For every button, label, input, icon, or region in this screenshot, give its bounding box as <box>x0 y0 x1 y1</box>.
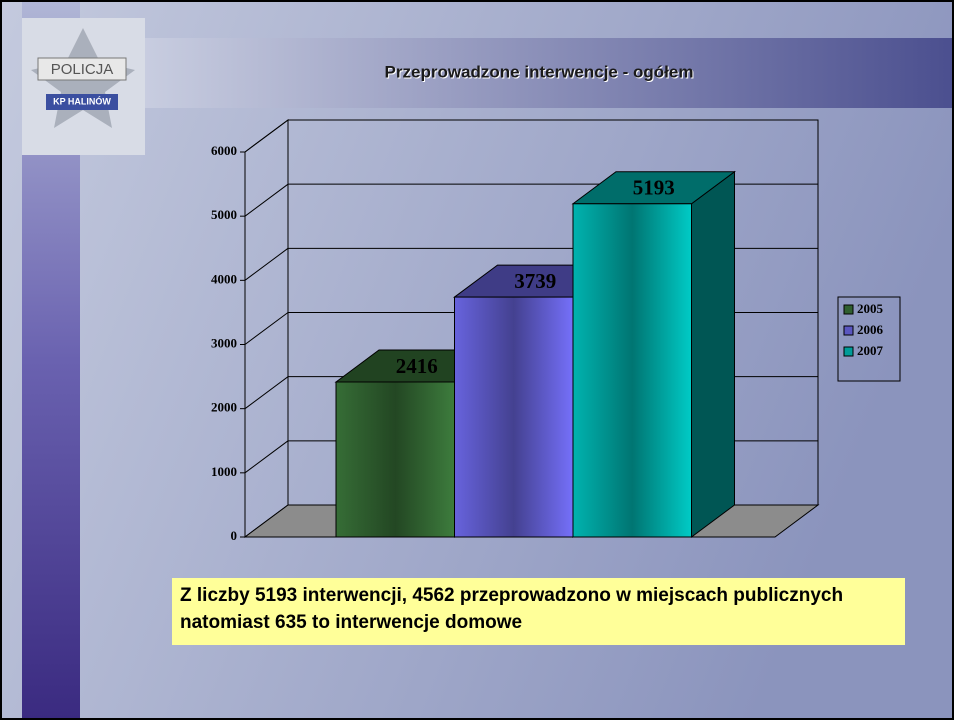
bar-side <box>692 172 735 537</box>
y-tick-label: 2000 <box>211 400 237 415</box>
bar <box>573 204 692 537</box>
data-label: 2416 <box>396 354 438 378</box>
legend-label: 2006 <box>857 322 884 337</box>
data-label: 5193 <box>633 176 675 200</box>
bar <box>455 297 574 537</box>
slide: POLICJA KP HALINÓW Przeprowadzone interw… <box>0 0 954 720</box>
y-tick-label: 5000 <box>211 207 237 222</box>
y-tick-label: 3000 <box>211 335 237 350</box>
legend-label: 2005 <box>857 301 884 316</box>
logo-text: KP HALINÓW <box>53 95 111 106</box>
y-tick-label: 6000 <box>211 143 237 158</box>
data-label: 3739 <box>514 269 556 293</box>
legend-swatch <box>844 305 853 314</box>
page: POLICJA KP HALINÓW Przeprowadzone interw… <box>0 0 954 720</box>
logo-text: POLICJA <box>51 61 114 78</box>
legend-label: 2007 <box>857 343 884 358</box>
note-text: Z liczby 5193 interwencji, 4562 przeprow… <box>180 582 900 636</box>
legend-swatch <box>844 326 853 335</box>
y-tick-label: 1000 <box>211 464 237 479</box>
y-tick-label: 0 <box>231 528 238 543</box>
chart-title: Przeprowadzone interwencje - ogółem <box>385 62 694 81</box>
note: Z liczby 5193 interwencji, 4562 przeprow… <box>180 582 900 644</box>
bar <box>336 382 455 537</box>
y-tick-label: 4000 <box>211 271 237 286</box>
legend-swatch <box>844 347 853 356</box>
